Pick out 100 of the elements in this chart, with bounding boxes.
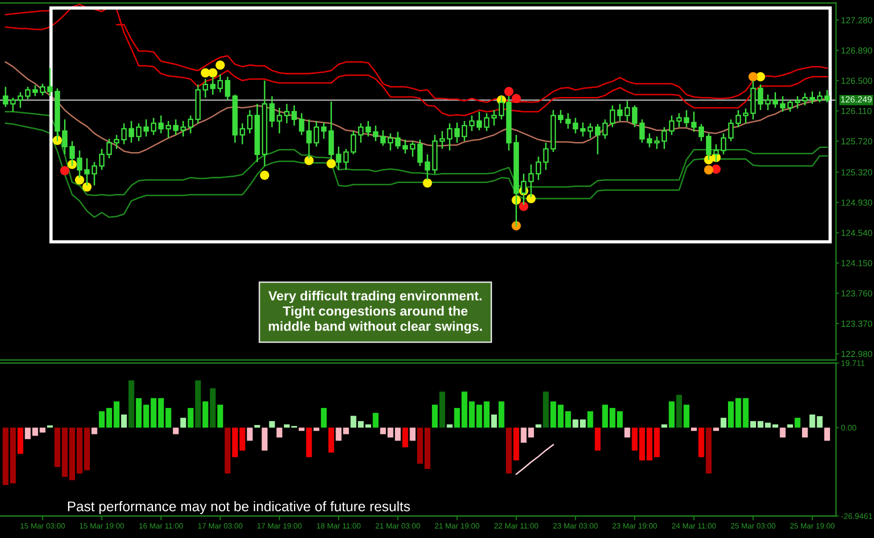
- candlestick: [188, 114, 194, 134]
- bar: [439, 392, 446, 428]
- bar: [224, 428, 230, 474]
- bar: [410, 428, 416, 441]
- candlestick: [40, 83, 46, 96]
- y-tick-label: 0.00: [841, 424, 856, 431]
- point: [82, 182, 92, 192]
- bar: [476, 404, 482, 428]
- bar: [624, 428, 630, 438]
- bar: [98, 411, 105, 428]
- bar: [54, 428, 60, 467]
- candlestick: [128, 120, 134, 144]
- candlestick: [210, 76, 216, 96]
- candlestick: [99, 148, 104, 171]
- bar: [587, 411, 594, 428]
- bar: [136, 398, 142, 428]
- bar: [594, 428, 601, 451]
- bar: [188, 408, 194, 428]
- bar: [298, 428, 304, 431]
- bar: [713, 428, 719, 431]
- point: [74, 175, 84, 185]
- candlestick: [150, 117, 156, 136]
- bar: [706, 428, 712, 474]
- bar: [484, 401, 490, 428]
- bar: [668, 401, 675, 428]
- bar: [742, 398, 749, 428]
- bar: [684, 404, 690, 428]
- bar: [491, 414, 497, 428]
- bar: [180, 418, 186, 428]
- bar: [24, 428, 31, 440]
- bar: [809, 414, 816, 428]
- y-tick-label: 19.711: [841, 360, 865, 366]
- bar: [536, 424, 542, 428]
- candlestick: [136, 122, 142, 142]
- bar: [328, 428, 334, 453]
- candlestick: [121, 122, 127, 145]
- candlestick: [32, 84, 38, 97]
- bar: [720, 418, 726, 428]
- candlestick: [84, 158, 90, 186]
- line-series: [516, 444, 554, 475]
- bar: [824, 428, 830, 441]
- point: [60, 166, 70, 176]
- bar: [121, 414, 127, 428]
- bar: [550, 401, 556, 428]
- bar: [513, 428, 520, 460]
- candlestick: [10, 96, 16, 112]
- bar: [320, 408, 327, 428]
- bar: [128, 380, 134, 428]
- candlestick: [217, 74, 223, 93]
- point: [216, 60, 225, 70]
- bar: [254, 425, 260, 428]
- bar: [372, 412, 379, 428]
- candlestick: [247, 109, 252, 134]
- candlestick: [202, 78, 208, 98]
- bar: [498, 401, 504, 428]
- candlestick: [106, 138, 112, 159]
- candlestick: [114, 134, 120, 150]
- bar: [62, 428, 68, 477]
- bar: [262, 428, 268, 451]
- bar: [802, 428, 808, 438]
- bar: [17, 428, 24, 454]
- candlestick: [166, 120, 172, 139]
- candlestick: [240, 122, 246, 145]
- candlestick: [173, 118, 178, 136]
- candlestick: [143, 118, 149, 138]
- point: [208, 68, 218, 78]
- bar: [691, 428, 697, 431]
- bar: [402, 428, 408, 448]
- bar: [47, 425, 53, 428]
- bar: [91, 428, 98, 434]
- bar: [210, 388, 216, 428]
- bar: [816, 416, 823, 428]
- bar: [432, 404, 438, 428]
- y-tick-label: -26.9461: [841, 513, 872, 519]
- candlestick: [62, 118, 68, 156]
- candlestick: [224, 76, 230, 101]
- bar: [542, 392, 549, 428]
- point: [260, 170, 270, 180]
- bar: [246, 428, 253, 441]
- bar: [172, 428, 179, 434]
- bar: [314, 428, 320, 431]
- candlestick: [18, 92, 24, 108]
- bar: [794, 418, 800, 428]
- bar: [195, 380, 201, 428]
- bar: [506, 428, 512, 474]
- bar: [698, 428, 704, 458]
- bar: [780, 428, 786, 438]
- candlestick: [47, 67, 53, 97]
- annotation: Past performance may not be indicative of future results: [68, 501, 410, 514]
- candlestick: [2, 86, 8, 108]
- bar: [676, 394, 682, 428]
- candlestick: [69, 140, 75, 167]
- bar: [217, 404, 224, 428]
- bar: [276, 428, 282, 438]
- candlestick: [180, 120, 186, 138]
- bar: [787, 424, 793, 428]
- bar: [306, 428, 312, 458]
- candlestick: [25, 86, 30, 100]
- bar: [269, 421, 275, 428]
- candlestick: [76, 150, 82, 178]
